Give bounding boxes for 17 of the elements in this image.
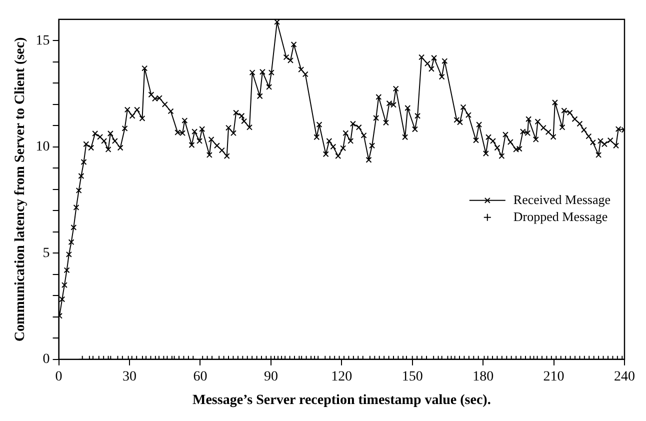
y-tick-label: 10 — [36, 140, 50, 155]
legend-label: Dropped Message — [513, 208, 608, 224]
y-tick-label: 5 — [42, 246, 50, 261]
y-tick-label: 0 — [42, 352, 50, 368]
x-tick-label: 210 — [543, 369, 564, 384]
y-tick-label: 15 — [36, 33, 50, 48]
x-tick-label: 120 — [331, 369, 352, 384]
x-tick-label: 30 — [122, 369, 137, 384]
y-axis-title: Communication latency from Server to Client (sec) — [13, 36, 28, 342]
x-tick-label: 180 — [472, 369, 494, 384]
x-tick-label: 240 — [614, 369, 635, 384]
x-tick-label: 150 — [402, 369, 423, 384]
x-tick-label: 90 — [264, 369, 278, 384]
x-tick-label: 60 — [193, 369, 208, 384]
x-tick-label: 0 — [55, 369, 62, 384]
x-axis-title: Message’s Server reception timestamp value (sec). — [192, 393, 491, 408]
legend-label: Received Message — [513, 192, 611, 207]
